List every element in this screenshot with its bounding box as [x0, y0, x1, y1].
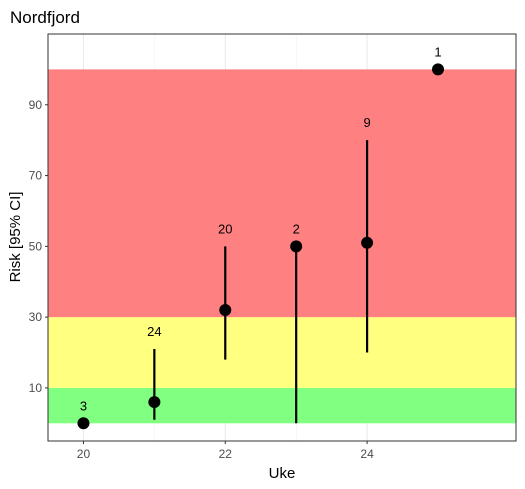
- point-count-label: 20: [218, 221, 232, 236]
- point-count-label: 2: [293, 221, 300, 236]
- x-tick-label: 20: [77, 447, 91, 461]
- point-count-label: 3: [80, 398, 87, 413]
- high-risk-band: [48, 69, 516, 318]
- data-point: [432, 63, 444, 76]
- data-point: [290, 240, 303, 253]
- y-tick-label: 90: [29, 98, 43, 112]
- y-tick-label: 50: [29, 239, 43, 253]
- x-axis-title: Uke: [269, 465, 296, 482]
- y-tick-label: 10: [29, 381, 43, 395]
- chart-title: Nordfjord: [10, 8, 80, 27]
- data-point: [219, 304, 232, 317]
- x-tick-label: 24: [360, 447, 374, 461]
- medium-risk-band: [48, 317, 516, 388]
- plot-area: 3 24 20 2 9 1 10 30 50 70 90 20 22 24: [29, 33, 517, 461]
- y-axis-title: Risk [95% CI]: [7, 192, 24, 283]
- point-count-label: 9: [363, 115, 370, 130]
- point-count-label: 24: [147, 324, 161, 339]
- data-point: [148, 396, 161, 409]
- data-point: [77, 417, 90, 430]
- data-point: [361, 236, 374, 249]
- y-tick-label: 70: [29, 169, 43, 183]
- point-count-label: 1: [434, 44, 441, 59]
- panel-border: [47, 33, 517, 442]
- y-tick-label: 30: [29, 310, 43, 324]
- x-tick-label: 22: [219, 447, 233, 461]
- low-risk-band: [48, 387, 516, 424]
